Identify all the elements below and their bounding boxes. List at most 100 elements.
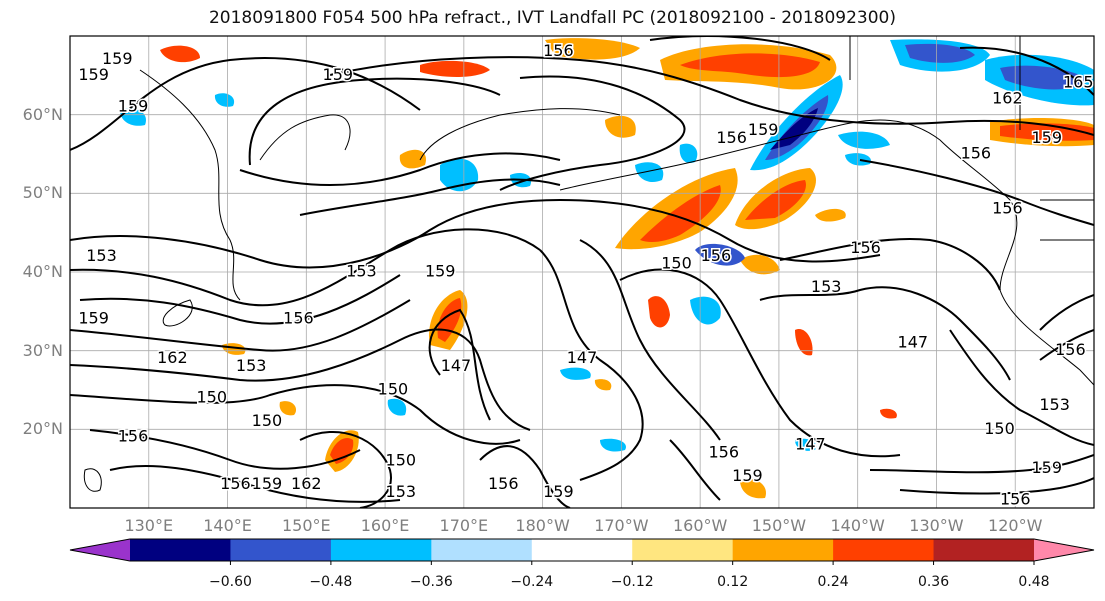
contour-label: 156 — [1055, 340, 1086, 359]
colorbar-swatch — [431, 539, 533, 561]
contour-label: 147 — [795, 435, 826, 454]
contour-label: 156 — [1000, 490, 1031, 509]
contour-label: 153 — [811, 277, 842, 296]
shade-patch — [1000, 123, 1094, 141]
shade-patch — [795, 329, 813, 356]
shade-patch — [545, 38, 640, 60]
shade-patch — [330, 437, 354, 464]
contour-label: 159 — [78, 65, 109, 84]
contour-label: 165 — [1063, 73, 1094, 92]
shade-patch — [635, 162, 664, 183]
graticule — [70, 36, 1094, 508]
height-contours — [70, 36, 1094, 508]
contour-label: 153 — [346, 262, 377, 281]
contour-label: 159 — [1031, 128, 1062, 147]
contour-line — [70, 299, 411, 352]
colorbar-tick-label: −0.48 — [309, 574, 353, 590]
contour-label: 156 — [992, 199, 1023, 218]
colorbar-swatch — [732, 539, 834, 561]
contour-label: 150 — [661, 254, 692, 273]
contour-label: 162 — [291, 474, 322, 493]
shade-patch — [594, 379, 612, 391]
contour-label: 147 — [441, 356, 472, 375]
colorbar-swatch — [632, 539, 734, 561]
contour-label: 162 — [992, 88, 1023, 107]
longitude-label: 130°W — [909, 516, 964, 535]
colorbar-tick-label: 0.60 — [1099, 574, 1105, 590]
longitude-label: 160°E — [360, 516, 410, 535]
latitude-label: 40°N — [22, 262, 63, 281]
contour-line — [579, 239, 721, 441]
contour-line — [79, 274, 401, 325]
contour-label: 156 — [220, 474, 251, 493]
coastline — [162, 299, 193, 327]
colorbar-tick-label: −0.36 — [409, 574, 453, 590]
contour-label: 156 — [488, 474, 519, 493]
colorbar-swatch — [833, 539, 935, 561]
coastline — [559, 119, 1011, 201]
contour-label: 159 — [748, 120, 779, 139]
shade-patch — [838, 131, 890, 149]
contour-label: 159 — [102, 49, 133, 68]
longitude-label: 160°W — [672, 516, 728, 535]
shade-patch — [815, 208, 846, 222]
contour-line — [70, 57, 421, 151]
shade-patch — [437, 298, 462, 342]
longitude-label: 150°W — [751, 516, 807, 535]
map-frame — [69, 35, 1095, 509]
longitude-label: 130°E — [124, 516, 174, 535]
shade-patch — [690, 296, 721, 325]
contour-line — [779, 238, 1001, 291]
shade-patch — [420, 60, 490, 77]
colorbar-outline — [69, 538, 1095, 562]
shade-patch — [740, 254, 780, 275]
shade-patch — [120, 108, 146, 126]
contour-label: 156 — [118, 427, 149, 446]
contour-line — [1039, 294, 1094, 331]
longitude-label: 120°W — [988, 516, 1043, 535]
colorbar-min-extend — [70, 539, 130, 561]
colorbar-swatch — [330, 539, 432, 561]
contour-label: 159 — [732, 466, 763, 485]
colorbar-tick-label: −0.12 — [610, 574, 654, 590]
shade-patch — [880, 408, 897, 419]
colorbar-tick-label: 0.12 — [717, 574, 749, 590]
contour-line — [539, 249, 644, 481]
shade-patch — [160, 45, 200, 63]
shade-patch — [745, 180, 806, 220]
contour-line — [959, 46, 1094, 96]
latitude-label: 50°N — [22, 183, 63, 203]
coastline — [849, 36, 1094, 241]
shade-patch — [1000, 65, 1090, 90]
colorbar-tick-label: −0.60 — [208, 574, 252, 590]
contour-line — [428, 308, 491, 421]
colorbar-tick-label: −0.24 — [510, 574, 554, 590]
contour-line — [329, 56, 1094, 136]
contour-line — [479, 445, 571, 508]
contour-label: 150 — [197, 387, 228, 406]
coastline — [999, 199, 1094, 386]
shade-patch — [214, 93, 235, 107]
contour-line — [869, 454, 1094, 474]
contour-label: 162 — [157, 348, 188, 367]
contour-line — [859, 159, 1094, 226]
map-title: 2018091800 F054 500 hPa refract., IVT La… — [208, 8, 896, 28]
shade-patch — [679, 143, 698, 164]
shade-patch — [399, 149, 426, 169]
shade-patch — [905, 43, 975, 63]
contour-label: 153 — [236, 356, 267, 375]
contour-label: 150 — [252, 411, 283, 430]
refractivity-shading — [120, 38, 1094, 499]
contour-line — [299, 178, 561, 216]
contour-label: 153 — [1039, 395, 1070, 414]
contour-label: 159 — [543, 482, 574, 501]
colorbar — [69, 538, 1095, 565]
contour-label: 156 — [709, 442, 740, 461]
contour-line — [619, 268, 901, 458]
contour-label: 156 — [543, 41, 574, 60]
shade-patch — [600, 438, 626, 452]
shade-patch — [648, 296, 670, 328]
